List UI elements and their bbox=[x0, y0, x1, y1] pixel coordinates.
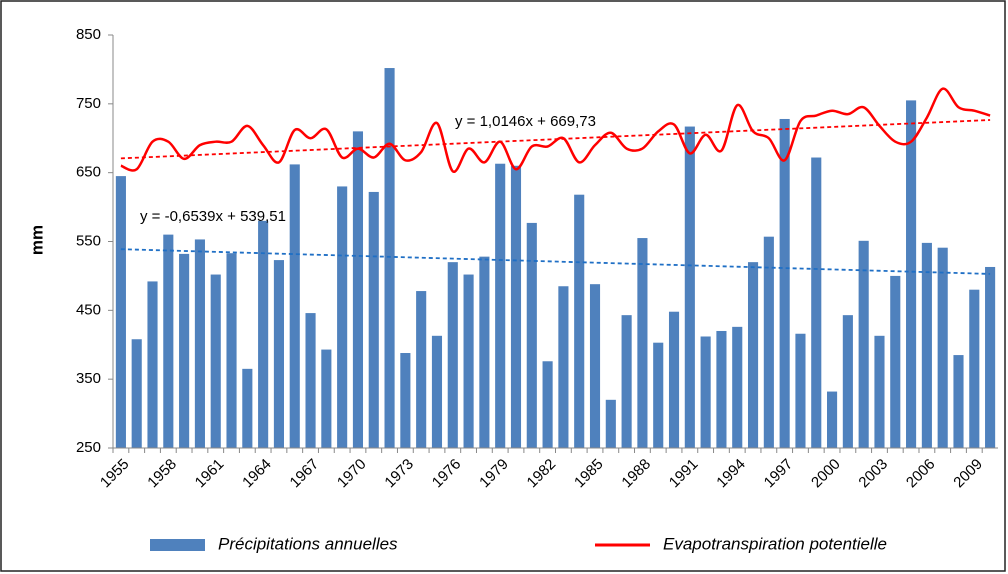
trendline-equation: y = -0,6539x + 539,51 bbox=[140, 208, 286, 225]
bar bbox=[147, 281, 158, 448]
bar bbox=[811, 157, 822, 449]
bar bbox=[242, 368, 253, 448]
trendline bbox=[120, 248, 991, 275]
line bbox=[120, 87, 991, 173]
trendline-equation: y = 1,0146x + 669,73 bbox=[455, 113, 596, 130]
bar bbox=[163, 234, 174, 448]
bar bbox=[621, 315, 632, 448]
bar bbox=[416, 291, 427, 448]
bar bbox=[795, 333, 806, 448]
bar bbox=[637, 238, 648, 448]
bar bbox=[874, 335, 885, 448]
bar bbox=[447, 262, 458, 448]
bar bbox=[273, 260, 284, 448]
bar bbox=[684, 126, 695, 448]
y-tick-label: 450 bbox=[76, 301, 101, 318]
bar bbox=[921, 242, 932, 448]
bar bbox=[906, 100, 917, 449]
bar bbox=[969, 289, 980, 448]
bar bbox=[131, 339, 142, 448]
bar bbox=[510, 165, 522, 449]
y-tick-label: 850 bbox=[76, 26, 101, 43]
bar bbox=[779, 118, 790, 448]
y-tick-label: 350 bbox=[76, 370, 101, 387]
bar bbox=[574, 194, 585, 448]
bar bbox=[352, 131, 364, 448]
bar bbox=[542, 361, 553, 448]
y-tick-label: 750 bbox=[76, 95, 101, 112]
bar bbox=[179, 253, 190, 448]
bar bbox=[479, 256, 490, 448]
bar bbox=[858, 240, 869, 448]
bar bbox=[653, 342, 664, 448]
bar bbox=[985, 266, 996, 448]
bar bbox=[747, 262, 759, 448]
y-tick-label: 650 bbox=[76, 164, 101, 181]
bar bbox=[337, 186, 348, 448]
bar bbox=[384, 68, 395, 448]
bar bbox=[890, 275, 901, 448]
bar bbox=[763, 236, 774, 448]
legend-label: Précipitations annuelles bbox=[218, 534, 398, 553]
bar bbox=[463, 274, 474, 448]
bar bbox=[305, 313, 316, 448]
bar bbox=[558, 286, 569, 448]
bar bbox=[289, 164, 300, 448]
bar bbox=[431, 335, 443, 448]
bar bbox=[210, 274, 221, 448]
bar bbox=[842, 315, 853, 448]
bar bbox=[732, 326, 743, 448]
bar bbox=[827, 391, 838, 448]
bar bbox=[953, 355, 964, 448]
legend-swatch bbox=[150, 539, 205, 551]
bar bbox=[526, 222, 537, 448]
bar bbox=[668, 311, 680, 448]
trendline bbox=[120, 119, 991, 160]
bar bbox=[700, 336, 711, 448]
legend-label: Evapotranspiration potentielle bbox=[663, 534, 887, 553]
y-tick-label: 250 bbox=[76, 439, 101, 456]
bar bbox=[495, 163, 506, 449]
bar bbox=[716, 330, 727, 448]
y-tick-label: 550 bbox=[76, 232, 101, 249]
bar bbox=[937, 247, 948, 448]
bar bbox=[115, 176, 126, 448]
bar bbox=[321, 349, 332, 448]
bar bbox=[400, 353, 411, 448]
bar bbox=[368, 191, 379, 448]
bar bbox=[605, 399, 616, 448]
bar bbox=[226, 253, 237, 448]
bar bbox=[194, 239, 205, 448]
y-axis-label: mm bbox=[27, 225, 46, 255]
bar bbox=[258, 220, 269, 448]
bar bbox=[589, 284, 601, 448]
